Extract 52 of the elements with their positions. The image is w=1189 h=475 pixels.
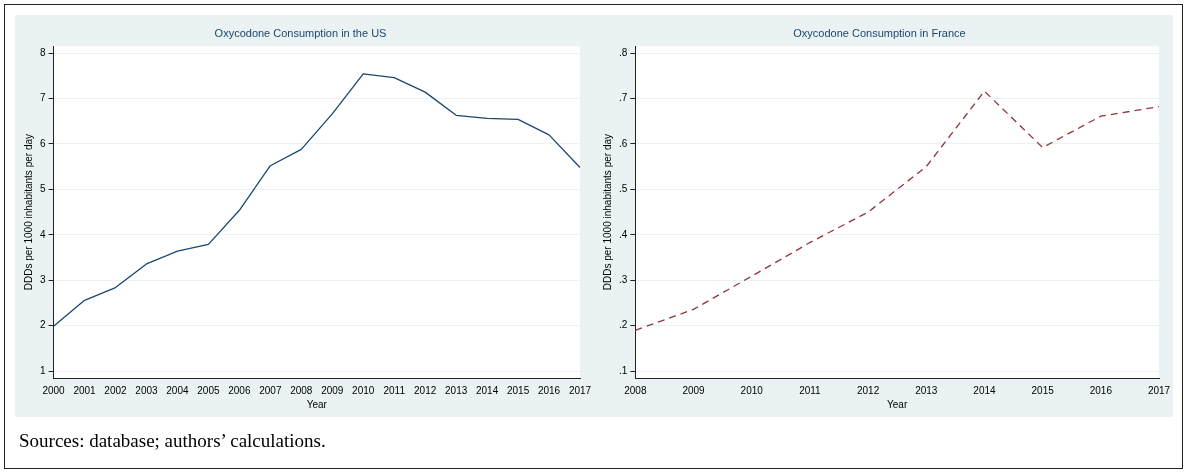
line-series (634, 90, 1160, 331)
x-tick-label: 2001 (73, 384, 97, 396)
chart-title: Oxycodone Consumption in the US (214, 26, 387, 39)
y-tick-label: .4 (619, 228, 628, 240)
y-tick-label: 2 (40, 319, 46, 331)
x-tick-label: 2015 (506, 384, 530, 396)
x-tick-label: 2011 (383, 384, 406, 396)
y-axis-title: DDDs per 1000 inhabitants per day (601, 134, 613, 291)
x-tick-label: 2015 (1031, 384, 1055, 396)
y-tick-label: 1 (40, 364, 46, 376)
y-tick-label: .8 (619, 46, 628, 58)
x-tick-label: 2011 (799, 384, 822, 396)
y-tick-label: 7 (40, 92, 46, 104)
x-tick-label: 2014 (973, 384, 997, 396)
x-tick-label: 2000 (42, 384, 66, 396)
x-axis-title: Year (887, 398, 908, 410)
x-tick-label: 2014 (475, 384, 499, 396)
x-tick-label: 2010 (740, 384, 764, 396)
x-tick-label: 2012 (414, 384, 437, 396)
x-tick-label: 2013 (445, 384, 468, 396)
y-tick-label: 3 (40, 274, 46, 286)
y-axis-title: DDDs per 1000 inhabitants per day (22, 134, 34, 291)
x-tick-label: 2006 (228, 384, 251, 396)
y-tick-label: .2 (619, 319, 628, 331)
y-tick-label: .5 (619, 183, 628, 195)
x-tick-label: 2017 (568, 384, 592, 396)
chart-title: Oxycodone Consumption in France (793, 26, 966, 39)
x-tick-label: 2007 (259, 384, 282, 396)
x-tick-label: 2016 (537, 384, 561, 396)
x-tick-label: 2010 (352, 384, 375, 396)
y-tick-label: 6 (40, 137, 46, 149)
y-tick-label: 5 (40, 183, 46, 195)
y-tick-label: .7 (619, 92, 628, 104)
x-tick-label: 2013 (915, 384, 938, 396)
x-tick-label: 2003 (135, 384, 159, 396)
x-tick-label: 2005 (197, 384, 220, 396)
x-tick-label: 2002 (104, 384, 128, 396)
x-axis-title: Year (306, 398, 328, 410)
x-tick-label: 2017 (1147, 384, 1171, 396)
x-tick-label: 2012 (856, 384, 880, 396)
x-tick-label: 2008 (290, 384, 313, 396)
x-tick-label: 2009 (321, 384, 344, 396)
source-note: Sources: database; authors’ calculations. (19, 430, 326, 452)
y-tick-label: .6 (619, 137, 628, 149)
y-tick-label: .3 (619, 274, 628, 286)
y-tick-label: .1 (619, 364, 628, 376)
y-tick-label: 4 (40, 228, 46, 240)
x-tick-label: 2016 (1089, 384, 1113, 396)
x-tick-label: 2009 (682, 384, 706, 396)
y-tick-label: 8 (40, 46, 46, 58)
x-tick-label: 2008 (624, 384, 647, 396)
x-tick-label: 2004 (166, 384, 189, 396)
